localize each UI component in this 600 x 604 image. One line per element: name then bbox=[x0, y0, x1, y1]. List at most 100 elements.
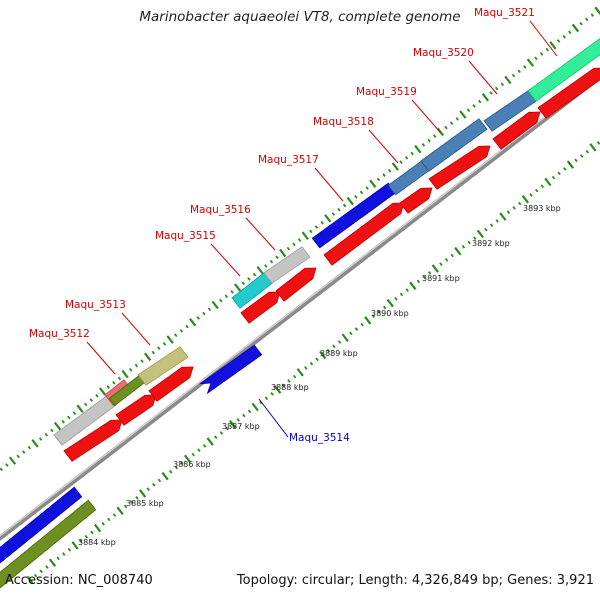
outer-tick bbox=[579, 21, 583, 26]
inner-tick bbox=[579, 154, 584, 158]
inner-tick bbox=[309, 361, 314, 366]
inner-tick bbox=[48, 558, 57, 567]
ruler-label: 3891 kbp bbox=[422, 274, 460, 283]
outer-tick bbox=[106, 385, 110, 389]
outer-tick bbox=[50, 428, 54, 433]
inner-tick bbox=[152, 482, 156, 487]
gene-label-maqu-3512[interactable]: Maqu_3512 bbox=[29, 328, 90, 340]
outer-tick bbox=[207, 307, 212, 312]
gene-maqu-3519[interactable] bbox=[420, 118, 488, 172]
outer-tick bbox=[76, 404, 84, 414]
gene-maqu-3521[interactable] bbox=[527, 38, 600, 102]
cds-red-3[interactable] bbox=[148, 366, 194, 402]
gene-maqu-3512-grey[interactable] bbox=[53, 394, 117, 446]
gene-label-maqu-3518[interactable]: Maqu_3518 bbox=[313, 116, 374, 128]
cds-red-10[interactable] bbox=[537, 67, 600, 119]
outer-tick bbox=[309, 229, 313, 234]
inner-tick bbox=[33, 573, 38, 578]
outer-tick bbox=[129, 368, 133, 372]
inner-tick bbox=[39, 569, 43, 574]
inner-tick bbox=[349, 331, 353, 336]
inner-tick bbox=[202, 444, 207, 448]
cds-olive-long[interactable] bbox=[0, 499, 97, 590]
inner-tick bbox=[101, 521, 105, 526]
ruler-label: 3888 kbp bbox=[271, 383, 309, 392]
outer-tick bbox=[404, 156, 409, 160]
inner-tick bbox=[292, 374, 297, 379]
cds-red-5[interactable] bbox=[275, 267, 317, 302]
gene-label-maqu-3514[interactable]: Maqu_3514 bbox=[289, 432, 350, 444]
outer-tick bbox=[38, 437, 43, 441]
inner-tick bbox=[529, 193, 533, 197]
cds-red-8[interactable] bbox=[428, 145, 491, 190]
outer-tick bbox=[53, 421, 62, 431]
gene-label-maqu-3517[interactable]: Maqu_3517 bbox=[258, 154, 319, 166]
outer-tick bbox=[72, 411, 77, 415]
accession-label: Accession: NC_008740 bbox=[5, 573, 153, 588]
leader-line bbox=[258, 398, 289, 438]
cds-red-6[interactable] bbox=[323, 202, 405, 266]
gene-maqu-3514[interactable] bbox=[198, 344, 263, 395]
inner-tick bbox=[399, 292, 404, 297]
gene-maqu-3516[interactable] bbox=[263, 246, 311, 284]
inner-tick bbox=[476, 229, 484, 239]
cds-red-2[interactable] bbox=[115, 394, 157, 426]
inner-tick bbox=[557, 171, 561, 176]
inner-tick bbox=[499, 212, 507, 221]
inner-tick bbox=[45, 565, 49, 569]
outer-tick bbox=[337, 207, 341, 212]
inner-tick bbox=[169, 470, 173, 474]
gene-label-maqu-3515[interactable]: Maqu_3515 bbox=[155, 230, 216, 242]
outer-tick bbox=[252, 272, 257, 277]
inner-tick bbox=[506, 210, 511, 215]
outer-tick bbox=[410, 151, 414, 156]
inner-tick bbox=[124, 504, 128, 509]
inner-tick bbox=[319, 350, 327, 360]
outer-tick bbox=[478, 99, 482, 104]
outer-tick bbox=[95, 393, 99, 398]
inner-tick bbox=[563, 167, 567, 171]
inner-tick bbox=[242, 413, 246, 418]
inner-tick bbox=[157, 478, 162, 483]
inner-tick bbox=[146, 487, 150, 491]
outer-tick bbox=[571, 23, 580, 33]
inner-tick bbox=[247, 409, 252, 414]
cds-red-1[interactable] bbox=[63, 419, 123, 462]
outer-tick bbox=[157, 346, 161, 351]
outer-tick bbox=[436, 127, 444, 137]
inner-tick bbox=[62, 552, 66, 556]
ruler-label: 3893 kbp bbox=[523, 204, 561, 213]
inner-tick bbox=[382, 305, 387, 310]
ruler-label: 3890 kbp bbox=[371, 309, 409, 318]
outer-tick bbox=[534, 56, 538, 61]
outer-tick bbox=[568, 30, 572, 35]
inner-tick bbox=[281, 383, 286, 388]
leader-line bbox=[411, 99, 441, 133]
gene-label-maqu-3513[interactable]: Maqu_3513 bbox=[65, 299, 126, 311]
outer-tick bbox=[523, 65, 527, 69]
inner-tick bbox=[450, 253, 454, 258]
inner-tick bbox=[315, 357, 319, 362]
outer-tick bbox=[346, 196, 354, 206]
cds-red-4[interactable] bbox=[240, 291, 281, 324]
inner-tick bbox=[518, 201, 522, 206]
gene-labels[interactable]: Maqu_3512 Maqu_3513 Maqu_3514 Maqu_3515 Maqu… bbox=[29, 7, 535, 444]
gene-label-maqu-3520[interactable]: Maqu_3520 bbox=[413, 47, 474, 59]
gene-label-maqu-3519[interactable]: Maqu_3519 bbox=[356, 86, 417, 98]
inner-tick bbox=[461, 245, 466, 249]
gene-maqu-3513[interactable] bbox=[137, 346, 189, 386]
inner-tick bbox=[589, 143, 597, 152]
gene-features[interactable] bbox=[0, 38, 600, 590]
cds-red-7[interactable] bbox=[399, 187, 433, 214]
outer-tick bbox=[234, 283, 242, 292]
outer-tick bbox=[449, 121, 454, 126]
cds-red-9[interactable] bbox=[492, 111, 541, 150]
inner-tick bbox=[596, 141, 600, 145]
gene-label-maqu-3516[interactable]: Maqu_3516 bbox=[190, 204, 251, 216]
cds-blue-long[interactable] bbox=[0, 486, 83, 565]
leader-line bbox=[468, 60, 498, 95]
inner-tick bbox=[326, 348, 331, 353]
gene-label-maqu-3521[interactable]: Maqu_3521 bbox=[474, 7, 535, 19]
